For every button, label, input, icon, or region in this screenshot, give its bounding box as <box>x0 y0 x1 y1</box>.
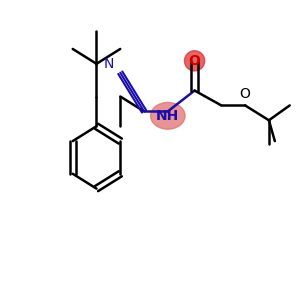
Text: NH: NH <box>156 109 179 123</box>
Text: O: O <box>240 86 250 100</box>
Text: O: O <box>189 54 200 68</box>
Text: N: N <box>103 57 114 71</box>
Circle shape <box>184 51 205 71</box>
Ellipse shape <box>151 102 185 129</box>
